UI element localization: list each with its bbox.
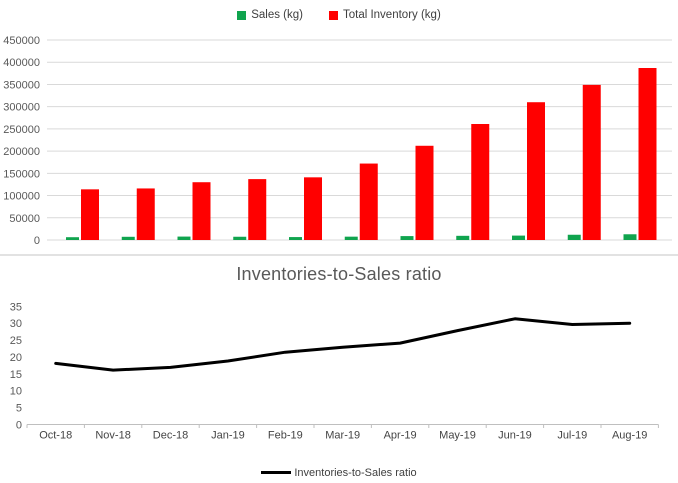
- inventory-bar: [359, 163, 378, 240]
- x-axis-label: Feb-19: [268, 430, 303, 442]
- legend-item-sales: Sales (kg): [237, 9, 303, 21]
- sales-bar: [623, 234, 637, 240]
- sales-legend-label: Sales (kg): [251, 9, 303, 21]
- y-axis-label: 0: [16, 420, 22, 432]
- y-axis-label: 150000: [3, 168, 40, 180]
- inventory-legend-label: Total Inventory (kg): [342, 9, 441, 21]
- sales-bar: [233, 236, 247, 240]
- legend-item-inventory: Total Inventory (kg): [328, 9, 441, 21]
- sales-bar: [177, 236, 191, 240]
- y-axis-label: 5: [16, 403, 22, 415]
- bar-chart-svg: 450000 400000 350000 300000 250000 200000 1500…: [0, 35, 678, 256]
- inventory-legend-swatch-icon: [328, 10, 338, 20]
- sales-bar: [400, 236, 414, 240]
- bottom-legend: Inventories-to-Sales ratio: [0, 462, 678, 483]
- ratio-line: [54, 317, 632, 372]
- y-axis-label: 0: [34, 235, 40, 247]
- x-axis-label: May-19: [439, 430, 476, 442]
- x-axis-label: Aug-19: [612, 430, 647, 442]
- line-chart-svg: 35 30 25 20 15 10 5 0 Oct-18 Nov-18 Dec-18 Jan-19 Fe…: [10, 301, 659, 442]
- sales-legend-swatch-icon: [237, 10, 247, 20]
- y-axis-label: 15: [10, 369, 22, 381]
- sales-bar: [66, 237, 79, 240]
- inventory-bar: [582, 84, 601, 240]
- y-axis-label: 200000: [3, 146, 40, 158]
- inventory-bar: [638, 68, 657, 240]
- sales-bar: [567, 234, 581, 240]
- sales-bar: [344, 236, 358, 240]
- sales-bar: [289, 237, 302, 240]
- y-axis-label: 20: [10, 352, 22, 364]
- ratio-chart-title: Inventories-to-Sales ratio: [236, 264, 442, 284]
- x-axis-label: Jun-19: [498, 430, 532, 442]
- sales-bar: [512, 235, 525, 240]
- ratio-legend-label: Inventories-to-Sales ratio: [294, 466, 417, 479]
- x-axis-label: Apr-19: [384, 430, 417, 442]
- inventory-bar: [192, 182, 211, 240]
- y-axis-label: 10: [10, 386, 22, 398]
- inventory-bar: [415, 145, 434, 240]
- inventory-bar: [304, 177, 322, 240]
- ratio-legend-line-icon: [261, 471, 292, 474]
- y-axis-label: 400000: [3, 57, 40, 69]
- y-axis-label: 250000: [3, 124, 40, 136]
- x-axis-label: Jan-19: [211, 430, 245, 442]
- inventory-bar: [471, 124, 490, 240]
- y-axis-label: 35: [10, 301, 22, 313]
- top-legend: Sales (kg) Total Inventory (kg): [0, 0, 678, 30]
- inventory-bar: [81, 189, 99, 240]
- x-axis-label: Nov-18: [95, 430, 130, 442]
- sales-bar: [121, 236, 135, 240]
- y-axis-label: 350000: [3, 79, 40, 91]
- y-axis-label: 100000: [3, 191, 40, 203]
- y-axis-label: 450000: [3, 35, 40, 47]
- ratio-chart: Inventories-to-Sales ratio 35 30 25 20 15 10 5…: [0, 256, 678, 483]
- y-axis-label: 25: [10, 335, 22, 347]
- inventory-bar: [527, 102, 545, 240]
- x-axis-label: Dec-18: [153, 430, 188, 442]
- y-axis-label: 300000: [3, 102, 40, 114]
- y-axis-label: 30: [10, 318, 22, 330]
- inventory-bar: [248, 179, 267, 240]
- sales-bar: [456, 235, 470, 240]
- x-axis-label: Mar-19: [325, 430, 360, 442]
- inventory-bar: [136, 188, 155, 240]
- x-axis-label: Oct-18: [39, 430, 72, 442]
- x-axis-label: Jul-19: [557, 430, 587, 442]
- sales-inventory-chart: Sales (kg) Total Inventory (kg) 450000 40…: [0, 0, 678, 256]
- y-axis-label: 50000: [9, 213, 40, 225]
